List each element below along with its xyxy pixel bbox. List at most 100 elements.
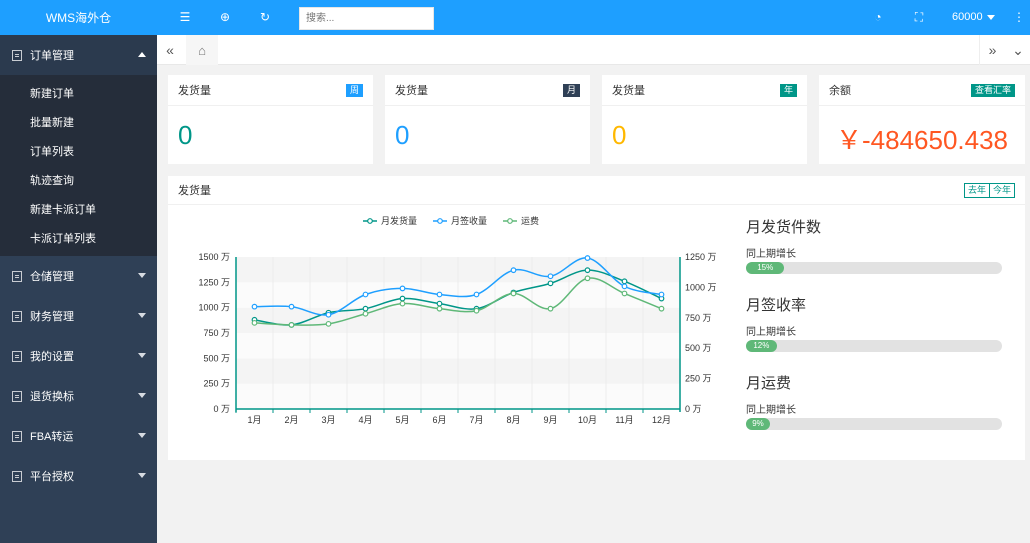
stat-sign-rate: 月签收率 同上期增长 12% xyxy=(746,294,1006,352)
sidebar-item-tracking[interactable]: 轨迹查询 xyxy=(30,174,74,187)
theme-icon[interactable]: ◔ xyxy=(874,10,882,24)
year-toggle: 去年 今年 xyxy=(963,182,1015,198)
series-point-1 xyxy=(584,255,591,261)
x-tick-label: 9月 xyxy=(543,415,557,425)
x-tick-label: 11月 xyxy=(615,415,633,425)
user-name: 60000 xyxy=(952,11,983,23)
series-point-2 xyxy=(473,307,480,314)
sidebar-item-new-order[interactable]: 新建订单 xyxy=(30,87,74,100)
balance-value: ￥-484650.438 xyxy=(835,125,1009,155)
card-title: 余额 xyxy=(829,85,851,97)
tab-dropdown-icon[interactable]: ⌄ xyxy=(1012,41,1024,58)
menu-item-icon xyxy=(12,310,22,322)
sidebar-item-new-truck-order[interactable]: 新建卡派订单 xyxy=(30,203,96,216)
sidebar-group-orders[interactable]: 订单管理 xyxy=(0,35,157,75)
card-value: 0 xyxy=(395,120,410,150)
y-right-tick-label: 1250 万 xyxy=(685,252,717,262)
menu-item-icon xyxy=(12,470,22,482)
x-tick-label: 7月 xyxy=(469,415,483,425)
fullscreen-icon[interactable]: ⛶ xyxy=(914,10,924,24)
series-point-2 xyxy=(251,319,258,326)
menu-item-icon xyxy=(12,270,22,282)
chevron-down-icon xyxy=(138,273,146,278)
sidebar-item-order-list[interactable]: 订单列表 xyxy=(30,145,74,158)
series-point-2 xyxy=(584,275,591,282)
y-left-tick-label: 1250 万 xyxy=(198,277,230,287)
card-title: 发货量 xyxy=(395,85,428,97)
sidebar-group-returns[interactable]: 退货换标 xyxy=(0,376,157,416)
y-left-tick-label: 750 万 xyxy=(203,328,230,338)
menu-toggle-icon[interactable]: ☰ xyxy=(179,10,191,24)
search-input[interactable] xyxy=(299,7,434,30)
x-tick-label: 4月 xyxy=(358,415,372,425)
sidebar-group-fba[interactable]: FBA转运 xyxy=(0,416,157,456)
series-point-2 xyxy=(658,305,665,312)
app-logo[interactable]: WMS海外仓 xyxy=(0,0,157,35)
progress-bar: 15% xyxy=(746,262,1002,274)
series-point-2 xyxy=(288,321,295,328)
tab-prev-icon[interactable]: « xyxy=(166,42,174,58)
x-tick-label: 3月 xyxy=(321,415,335,425)
user-menu[interactable]: 60000 xyxy=(952,11,995,23)
home-icon[interactable]: ⌂ xyxy=(186,35,218,65)
sidebar-group-label: 我的设置 xyxy=(30,351,74,363)
series-point-2 xyxy=(325,320,332,327)
y-right-tick-label: 750 万 xyxy=(685,313,712,323)
sidebar-item-batch-new[interactable]: 批量新建 xyxy=(30,116,74,129)
series-point-1 xyxy=(362,291,369,298)
series-point-1 xyxy=(473,291,480,298)
badge-year: 年 xyxy=(779,83,797,97)
x-tick-label: 5月 xyxy=(395,415,409,425)
stat-subtitle: 同上期增长 xyxy=(746,405,796,416)
sidebar-group-label: 财务管理 xyxy=(30,311,74,323)
menu-item-icon xyxy=(12,390,22,402)
card-week-shipments: 发货量 周 0 xyxy=(168,75,373,164)
menu-item-icon xyxy=(12,350,22,362)
stat-title: 月签收率 xyxy=(746,297,807,314)
chevron-down-icon xyxy=(138,473,146,478)
series-point-0 xyxy=(399,295,406,302)
series-point-2 xyxy=(399,300,406,307)
sidebar-group-settings[interactable]: 我的设置 xyxy=(0,336,157,376)
tab-next-icon[interactable]: » xyxy=(979,35,1005,65)
series-line-2 xyxy=(254,277,662,326)
chevron-down-icon xyxy=(138,353,146,358)
this-year-button[interactable]: 今年 xyxy=(989,182,1015,198)
series-point-1 xyxy=(547,273,554,280)
menu-item-icon xyxy=(12,49,22,61)
globe-icon[interactable]: ⊕ xyxy=(219,10,231,24)
sidebar-item-truck-order-list[interactable]: 卡派订单列表 xyxy=(30,232,96,245)
y-left-tick-label: 1500 万 xyxy=(198,252,230,262)
stat-subtitle: 同上期增长 xyxy=(746,327,796,338)
sidebar: WMS海外仓 订单管理 新建订单 批量新建 订单列表 轨迹查询 新建卡派订单 卡… xyxy=(0,0,157,543)
x-tick-label: 10月 xyxy=(578,415,597,425)
y-right-tick-label: 500 万 xyxy=(685,343,712,353)
view-exchange-rate-button[interactable]: 查看汇率 xyxy=(970,83,1015,97)
stat-title: 月发货件数 xyxy=(746,219,822,236)
y-left-tick-label: 1000 万 xyxy=(198,303,230,313)
sidebar-group-finance[interactable]: 财务管理 xyxy=(0,296,157,336)
x-tick-label: 2月 xyxy=(284,415,298,425)
stat-title: 月运费 xyxy=(746,375,792,392)
progress-bar: 12% xyxy=(746,340,1002,352)
legend-swatch-marker xyxy=(437,218,443,224)
card-value: 0 xyxy=(612,120,627,150)
series-point-2 xyxy=(362,310,369,317)
series-point-2 xyxy=(510,290,517,297)
submenu-orders: 新建订单 批量新建 订单列表 轨迹查询 新建卡派订单 卡派订单列表 xyxy=(0,75,157,256)
sidebar-group-platform[interactable]: 平台授权 xyxy=(0,456,157,496)
stat-subtitle: 同上期增长 xyxy=(746,249,796,260)
y-left-tick-label: 0 万 xyxy=(213,404,230,414)
chevron-down-icon xyxy=(138,313,146,318)
x-tick-label: 1月 xyxy=(247,415,261,425)
x-tick-label: 12月 xyxy=(652,415,671,425)
refresh-icon[interactable]: ↻ xyxy=(259,10,271,24)
series-point-1 xyxy=(658,291,665,298)
shipments-chart-panel: 发货量 去年 今年 0 万 250 万 500 万 750 万 1000 万 1250 万… xyxy=(168,176,1025,460)
more-icon[interactable]: ⋮ xyxy=(1013,10,1025,24)
series-point-1 xyxy=(325,311,332,318)
last-year-button[interactable]: 去年 xyxy=(963,182,990,198)
series-point-1 xyxy=(436,291,443,298)
series-point-2 xyxy=(621,290,628,297)
sidebar-group-warehouse[interactable]: 仓储管理 xyxy=(0,256,157,296)
